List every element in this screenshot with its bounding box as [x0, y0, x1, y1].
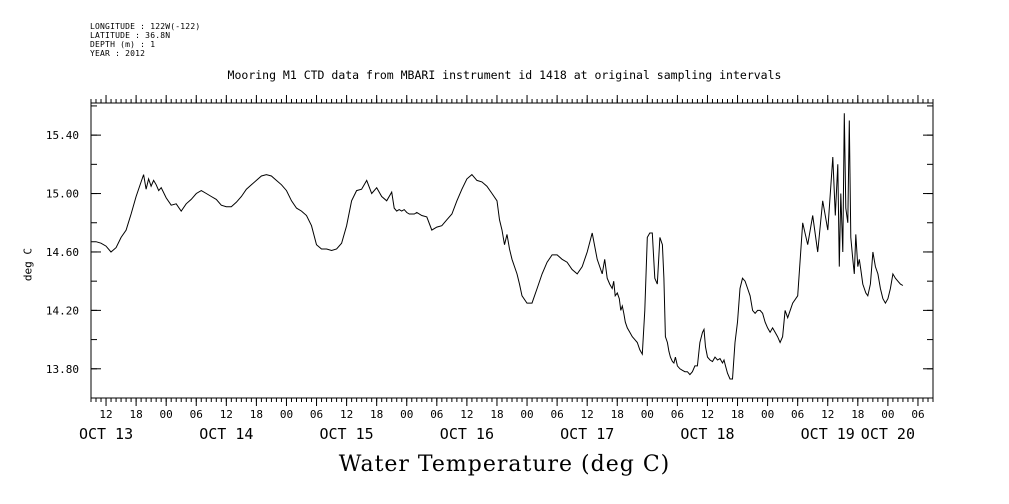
- x-hour-label: 00: [761, 408, 774, 421]
- x-hour-label: 18: [611, 408, 624, 421]
- x-hour-label: 12: [99, 408, 112, 421]
- x-hour-label: 12: [460, 408, 473, 421]
- x-day-label: OCT 13: [79, 425, 133, 443]
- x-hour-label: 18: [731, 408, 744, 421]
- x-hour-label: 00: [520, 408, 533, 421]
- y-tick-label: 14.60: [46, 246, 79, 259]
- x-tick-group: 12 18 00 06 12 18 00 06 12 18 00 06 12 18 00 06 12 18 00 06…: [79, 95, 925, 443]
- year-label: YEAR : 2012: [90, 49, 146, 58]
- x-day-label: OCT 19: [801, 425, 855, 443]
- y-tick-label: 13.80: [46, 363, 79, 376]
- metadata-block: LONGITUDE : 122W(-122) LATITUDE : 36.8N …: [90, 22, 200, 58]
- x-hour-label: 00: [641, 408, 654, 421]
- x-hour-label: 06: [190, 408, 203, 421]
- x-hour-label: 12: [821, 408, 834, 421]
- plot-frame: [90, 102, 934, 399]
- x-hour-label: 00: [881, 408, 894, 421]
- longitude-label: LONGITUDE : 122W(-122): [90, 22, 201, 31]
- x-hour-label: 12: [220, 408, 233, 421]
- x-hour-label: 06: [791, 408, 804, 421]
- depth-label: DEPTH (m) : 1: [90, 40, 156, 49]
- x-day-label: OCT 16: [440, 425, 494, 443]
- x-hour-label: 06: [310, 408, 323, 421]
- x-hour-label: 06: [911, 408, 924, 421]
- x-hour-label: 12: [340, 408, 353, 421]
- x-hour-label: 00: [160, 408, 173, 421]
- x-day-label: OCT 17: [560, 425, 614, 443]
- x-day-label: OCT 15: [320, 425, 374, 443]
- x-hour-label: 12: [581, 408, 594, 421]
- x-hour-label: 18: [490, 408, 503, 421]
- x-hour-label: 00: [400, 408, 413, 421]
- x-hour-label: 18: [250, 408, 263, 421]
- latitude-label: LATITUDE : 36.8N: [90, 31, 171, 40]
- y-tick-label: 15.40: [46, 129, 79, 142]
- x-day-label: OCT 18: [680, 425, 734, 443]
- x-day-label: OCT 14: [199, 425, 253, 443]
- x-hour-label: 12: [701, 408, 714, 421]
- y-tick-label: 15.00: [46, 188, 79, 201]
- x-hour-label: 18: [370, 408, 383, 421]
- minor-tick-group: [90, 99, 934, 402]
- y-tick-label: 14.20: [46, 304, 79, 317]
- y-tick-group: 15.40 15.00 14.60 14.20 13.80: [46, 105, 933, 399]
- x-hour-label: 18: [129, 408, 142, 421]
- x-hour-label: 06: [430, 408, 443, 421]
- x-hour-label: 06: [671, 408, 684, 421]
- x-hour-label: 06: [550, 408, 563, 421]
- x-day-label: OCT 20: [861, 425, 915, 443]
- x-hour-label: 00: [280, 408, 293, 421]
- x-hour-label: 18: [851, 408, 864, 421]
- water-temperature-line: [91, 113, 904, 380]
- chart-title: Mooring M1 CTD data from MBARI instrumen…: [227, 68, 782, 82]
- x-axis-caption: Water Temperature (deg C): [338, 452, 671, 477]
